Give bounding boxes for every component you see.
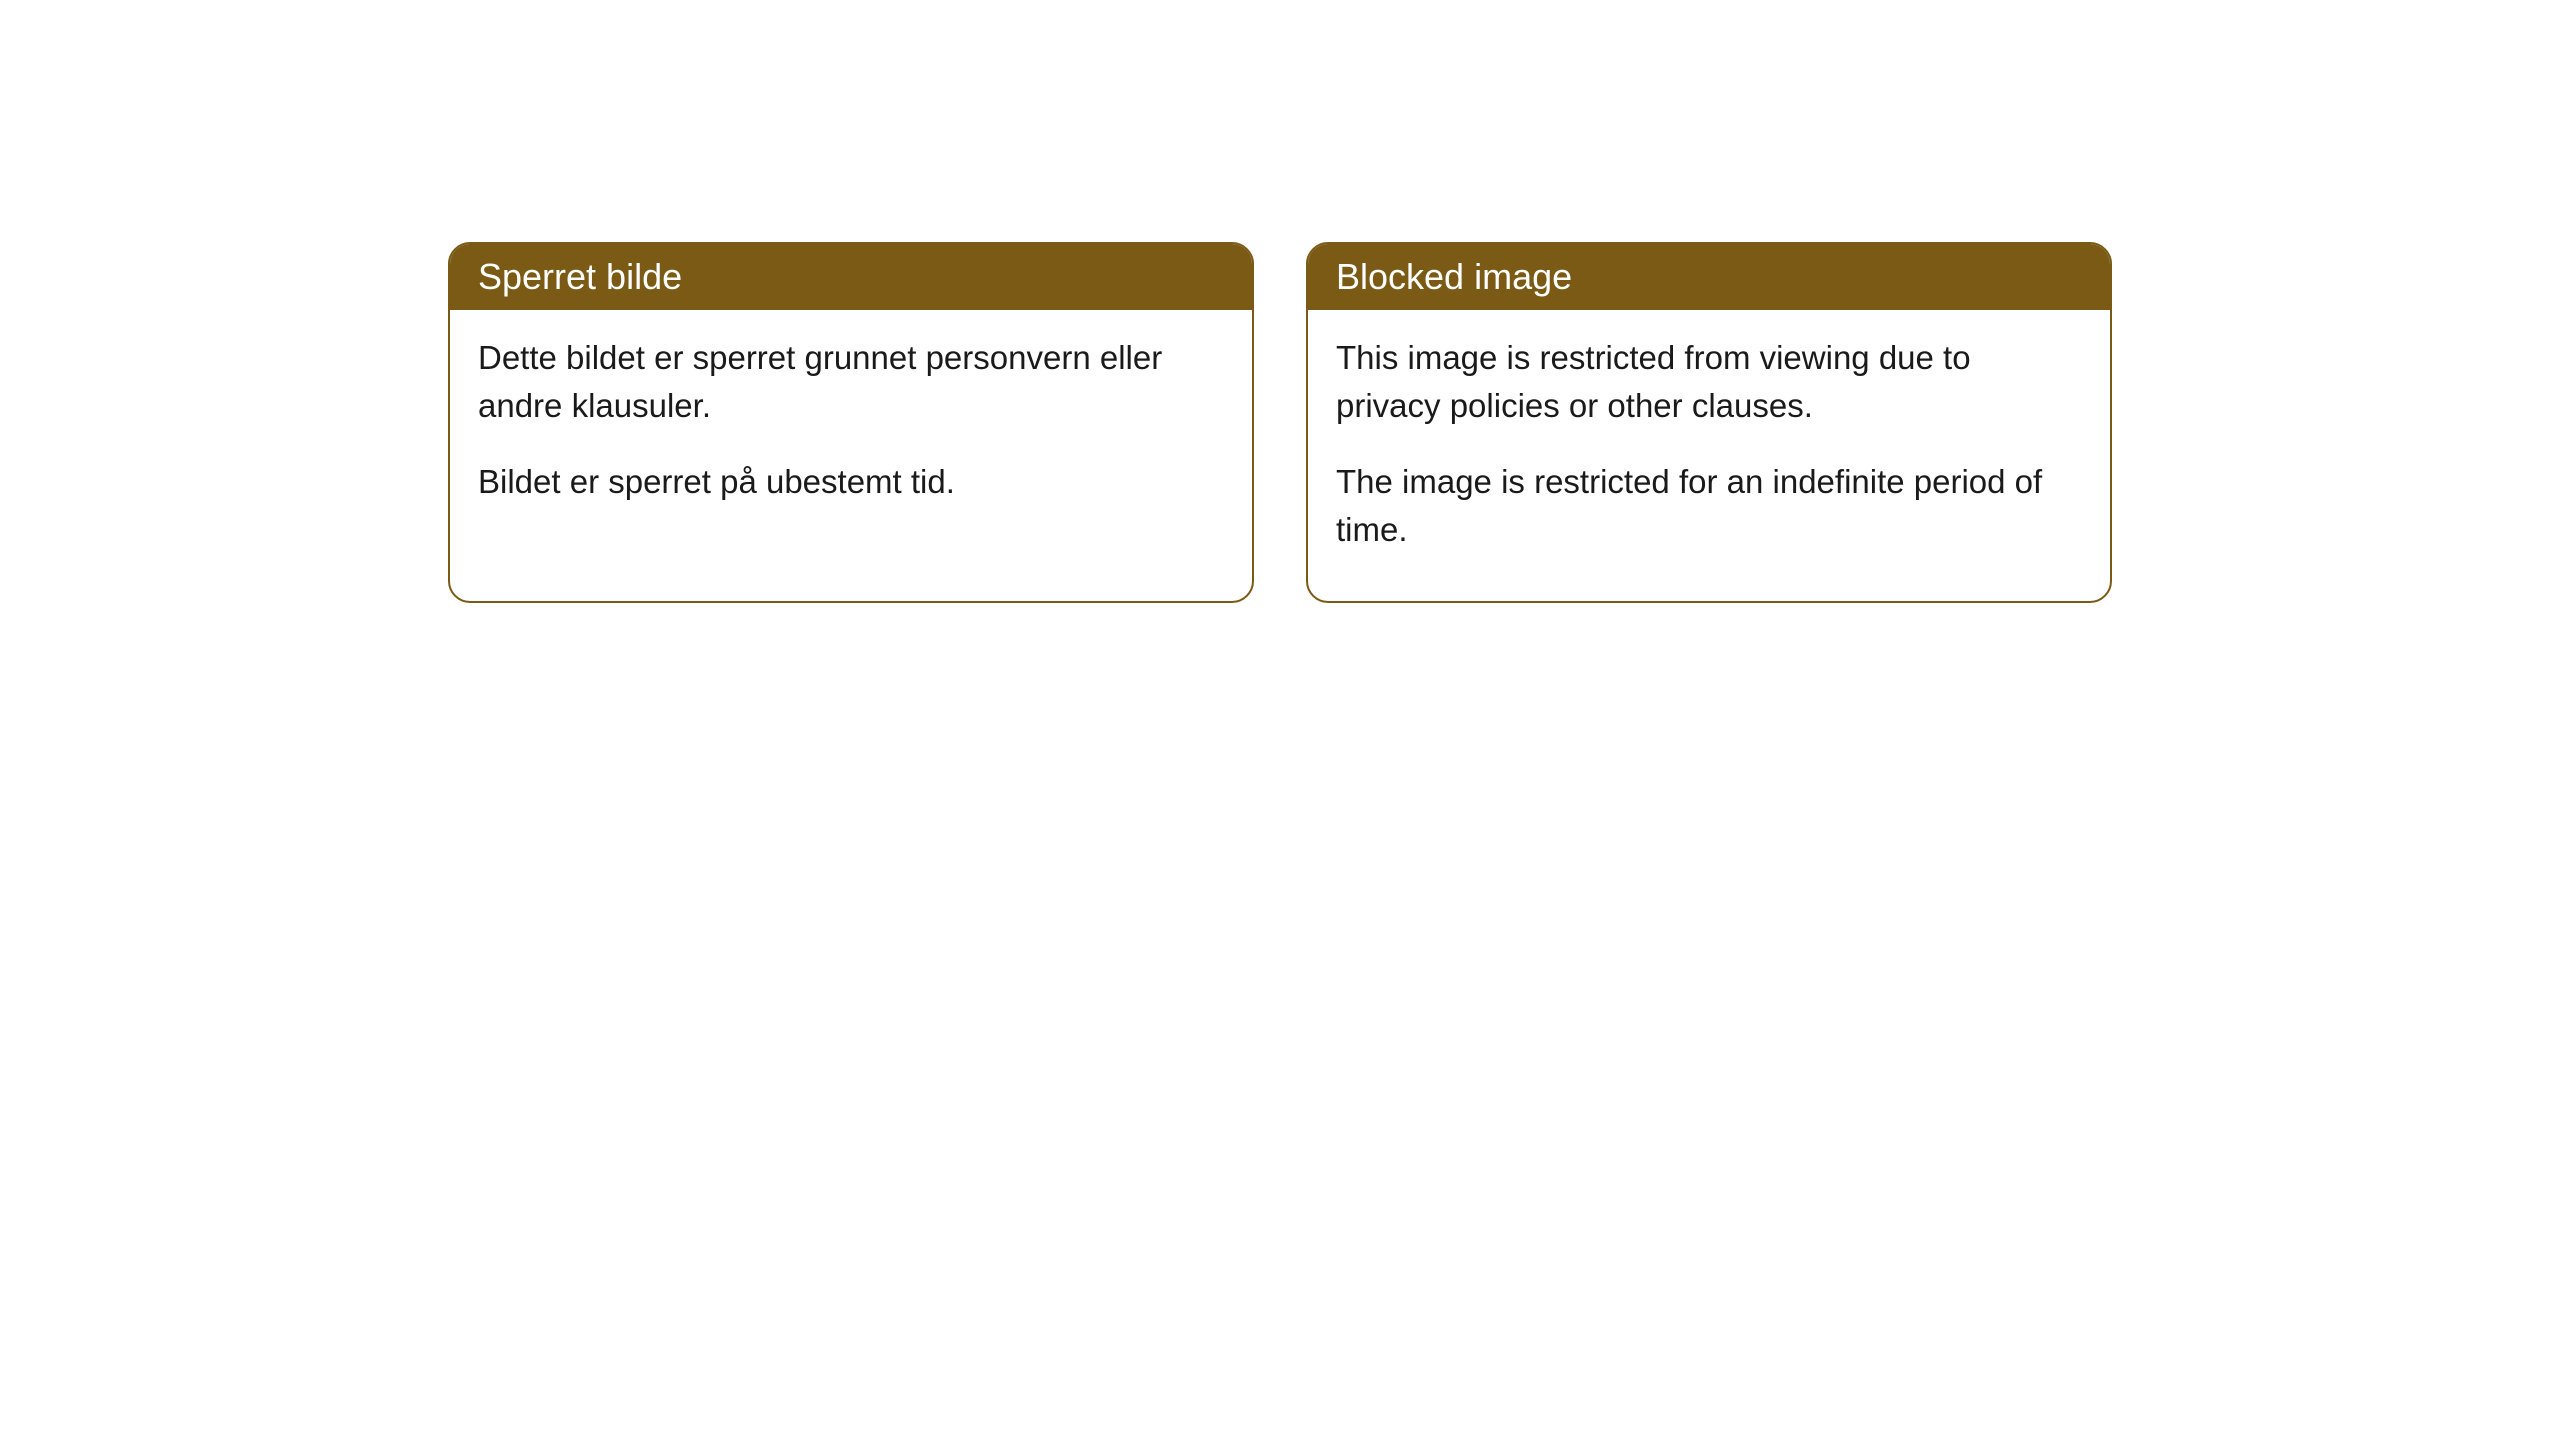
card-title: Sperret bilde — [478, 256, 682, 297]
notice-cards-container: Sperret bilde Dette bildet er sperret gr… — [448, 242, 2112, 603]
card-body: Dette bildet er sperret grunnet personve… — [450, 310, 1252, 554]
card-paragraph: This image is restricted from viewing du… — [1336, 334, 2082, 430]
card-paragraph: Bildet er sperret på ubestemt tid. — [478, 458, 1224, 506]
blocked-image-card-norwegian: Sperret bilde Dette bildet er sperret gr… — [448, 242, 1254, 603]
blocked-image-card-english: Blocked image This image is restricted f… — [1306, 242, 2112, 603]
card-paragraph: Dette bildet er sperret grunnet personve… — [478, 334, 1224, 430]
card-body: This image is restricted from viewing du… — [1308, 310, 2110, 601]
card-paragraph: The image is restricted for an indefinit… — [1336, 458, 2082, 554]
card-header: Sperret bilde — [450, 244, 1252, 310]
card-header: Blocked image — [1308, 244, 2110, 310]
card-title: Blocked image — [1336, 256, 1572, 297]
